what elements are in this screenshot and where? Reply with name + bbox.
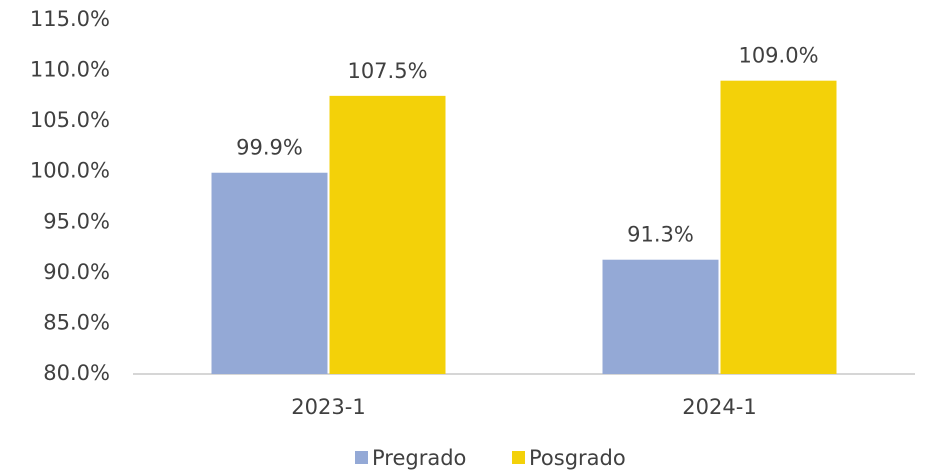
x-tick-label: 2024-1 — [682, 395, 756, 419]
legend-label: Posgrado — [529, 446, 626, 470]
y-tick-label: 95.0% — [43, 209, 110, 233]
data-label: 107.5% — [347, 59, 427, 83]
data-label: 109.0% — [738, 44, 818, 68]
y-tick-label: 110.0% — [30, 58, 110, 82]
y-tick-label: 100.0% — [30, 159, 110, 183]
bar — [329, 95, 446, 374]
bar — [211, 172, 328, 374]
y-tick-label: 85.0% — [43, 310, 110, 334]
data-label: 99.9% — [236, 136, 303, 160]
data-label: 91.3% — [627, 223, 694, 247]
bar — [602, 259, 719, 374]
y-tick-label: 105.0% — [30, 108, 110, 132]
legend-swatch — [355, 451, 368, 464]
legend-label: Pregrado — [372, 446, 466, 470]
y-tick-label: 90.0% — [43, 260, 110, 284]
legend-swatch — [512, 451, 525, 464]
bar — [720, 80, 837, 374]
y-tick-label: 80.0% — [43, 361, 110, 385]
y-tick-label: 115.0% — [30, 7, 110, 31]
x-tick-label: 2023-1 — [291, 395, 365, 419]
